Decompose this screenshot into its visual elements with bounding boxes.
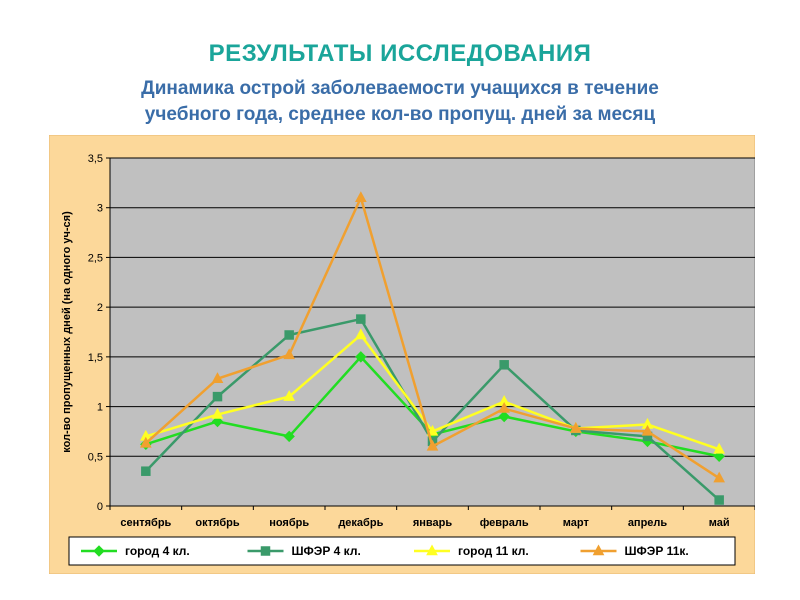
data-point	[283, 390, 296, 401]
page-title: РЕЗУЛЬТАТЫ ИССЛЕДОВАНИЯ	[208, 40, 592, 67]
x-tick-label: январь	[413, 517, 453, 529]
data-point	[284, 330, 294, 340]
data-point	[354, 191, 367, 203]
legend-item: ШФЭР 4 кл.	[247, 544, 361, 558]
legend-label: ШФЭР 4 кл.	[292, 544, 361, 558]
y-tick-label: 0,5	[88, 451, 103, 463]
data-point	[426, 424, 439, 436]
data-point	[141, 466, 151, 476]
data-point	[355, 351, 367, 363]
data-point	[498, 410, 510, 423]
legend-swatch-marker	[260, 546, 271, 556]
x-tick-label: март	[563, 517, 590, 529]
y-tick-label: 2,5	[88, 252, 103, 264]
subtitle-line-1: Динамика острой заболеваемости учащихся …	[141, 78, 659, 99]
data-point	[211, 407, 224, 419]
x-tick-label: апрель	[628, 517, 668, 529]
data-point	[713, 450, 725, 462]
legend-swatch-marker	[426, 544, 438, 556]
legend-box	[68, 536, 736, 566]
data-point	[354, 328, 367, 340]
chart-container: 0 0,5 1 1,5 2 2,5 3 3,5 сентябрь октябрь ноябрь де…	[48, 134, 756, 575]
legend: город 4 кл. ШФЭР 4 кл. город 11 кл. ШФЭР 11…	[68, 536, 736, 566]
data-point	[426, 439, 439, 451]
y-tick-label: 1	[97, 402, 103, 414]
legend-swatch-marker	[592, 544, 605, 556]
data-point	[211, 415, 224, 428]
data-point	[139, 436, 152, 448]
legend-swatch-marker	[93, 545, 105, 557]
data-point	[713, 442, 726, 454]
x-tick-label: декабрь	[338, 517, 383, 529]
x-axis: сентябрь октябрь ноябрь декабрь январь феврал…	[109, 505, 756, 529]
y-tick-label: 2	[97, 302, 103, 314]
data-point	[498, 402, 511, 413]
y-axis-label: кол-во пропущенных дней (на одного уч-ся…	[61, 211, 73, 453]
y-tick-label: 0	[97, 501, 103, 513]
y-tick-label: 3,5	[88, 153, 103, 165]
legend-item: город 4 кл.	[81, 544, 190, 558]
legend-label: город 4 кл.	[125, 544, 190, 558]
data-point	[714, 495, 724, 505]
gridlines	[110, 157, 755, 457]
y-tick-label: 3	[97, 203, 103, 215]
line-chart: 0 0,5 1 1,5 2 2,5 3 3,5 сентябрь октябрь ноябрь де…	[48, 134, 756, 575]
data-point	[283, 348, 296, 360]
data-point	[713, 471, 726, 483]
data-point	[499, 360, 509, 370]
legend-label: ШФЭР 11к.	[625, 544, 689, 558]
plot-area	[109, 157, 756, 507]
series-layer	[139, 191, 726, 505]
x-tick-label: октябрь	[195, 517, 240, 529]
data-point	[569, 421, 582, 433]
y-axis: 0 0,5 1 1,5 2 2,5 3 3,5	[88, 153, 111, 513]
data-point	[283, 430, 295, 443]
x-tick-label: ноябрь	[269, 517, 309, 529]
x-tick-label: май	[709, 517, 730, 529]
legend-label: город 11 кл.	[458, 544, 529, 558]
data-point	[641, 424, 654, 436]
data-point	[212, 391, 223, 402]
subtitle-line-2: учебного года, среднее кол-во пропущ. дн…	[144, 104, 656, 125]
data-point	[211, 372, 224, 383]
x-tick-label: февраль	[480, 517, 529, 529]
legend-item: ШФЭР 11к.	[580, 544, 689, 558]
data-point	[356, 314, 366, 324]
series-4	[139, 191, 726, 483]
y-tick-label: 1,5	[88, 352, 103, 364]
x-tick-label: сентябрь	[120, 517, 171, 529]
page-subtitle: Динамика острой заболеваемости учащихся …	[0, 76, 800, 128]
legend-item: город 11 кл.	[414, 544, 529, 558]
